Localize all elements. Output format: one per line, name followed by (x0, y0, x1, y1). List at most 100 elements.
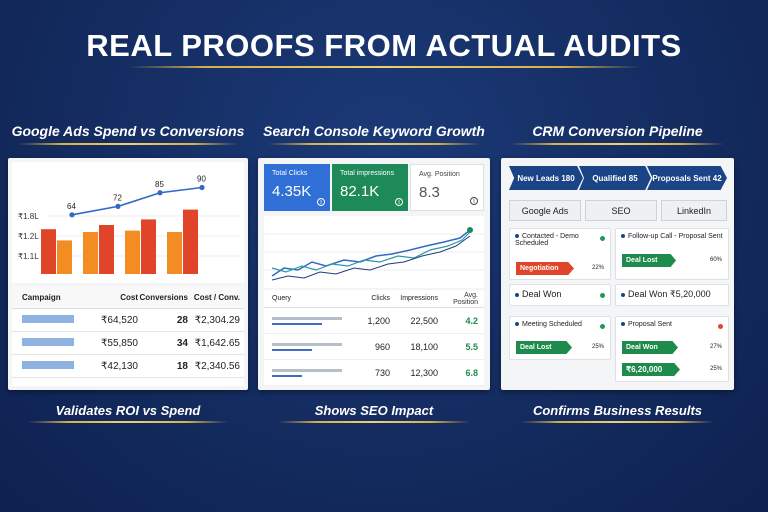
status-dot (621, 322, 625, 327)
col-clicks: Clicks (371, 295, 390, 302)
table-row: 730 12,300 6.8 (264, 360, 484, 386)
col-impressions: Impressions (400, 295, 438, 302)
kpi-label: Total Clicks (272, 170, 308, 177)
ads-chart: ₹1.8L ₹1.2L ₹1.1L 64 72 85 90 (12, 162, 244, 283)
campaign-placeholder (22, 337, 74, 346)
section-title-crm: CRM Conversion Pipeline (532, 123, 703, 139)
stage-proposals-sent[interactable]: Proposals Sent 42 (647, 166, 727, 190)
col-campaign: Campaign (22, 292, 61, 302)
status-red-dot (718, 324, 723, 329)
card-text: Deal Won ₹5,20,000 (628, 289, 711, 299)
col-avg-position: Avg. Position (453, 291, 478, 306)
kpi-value: 8.3 (419, 184, 440, 201)
cell-cpc: ₹2,304.29 (194, 314, 240, 326)
conversion-label: 64 (67, 202, 76, 211)
caption-ads: Validates ROI vs Spend (55, 403, 201, 418)
conversion-label: 72 (113, 193, 122, 202)
kpi-value: 4.35K (272, 183, 312, 200)
conversion-point (157, 190, 163, 196)
cell-clicks: 730 (374, 367, 390, 378)
status-dot (621, 234, 625, 239)
deal-card[interactable]: Follow-up Call - Proposal Sent Deal Lost… (615, 228, 729, 280)
bar-spend-a (167, 232, 182, 274)
tag-deal-won: Deal Won (622, 341, 678, 354)
cell-position: 4.2 (465, 315, 478, 326)
kpi-total-clicks: Total Clicks 4.35K i (264, 164, 330, 211)
y-tick-label: ₹1.2L (18, 232, 39, 241)
cell-cost: ₹42,130 (101, 360, 138, 372)
seo-table: Query Clicks Impressions Avg. Position 1… (264, 290, 484, 386)
bar-spend-b (57, 240, 72, 274)
card-text: Meeting Scheduled (522, 321, 582, 328)
bar-spend-a (83, 232, 98, 274)
campaign-placeholder (22, 314, 74, 323)
bar-spend-a (125, 230, 140, 274)
section-rule (268, 143, 480, 145)
source-google-ads[interactable]: Google Ads (509, 200, 581, 221)
title-underline (128, 66, 640, 68)
series-line-clicks (271, 229, 471, 277)
cell-impressions: 22,500 (410, 315, 438, 326)
deal-card[interactable]: Deal Won (509, 284, 611, 306)
endpoint-marker (467, 227, 473, 233)
ads-table: Campaign Cost Conversions Cost / Conv. ₹… (12, 286, 244, 386)
query-bar (272, 348, 312, 351)
status-dot (515, 322, 519, 327)
keyword-growth-svg (264, 227, 484, 281)
page-title: REAL PROOFS FROM ACTUAL AUDITS (86, 28, 682, 63)
query-placeholder (272, 368, 342, 372)
cell-conv: 18 (176, 360, 188, 372)
conversion-point (69, 212, 75, 218)
search-console-panel: Total Clicks 4.35K i Total impressions 8… (258, 158, 490, 390)
cell-clicks: 960 (374, 341, 390, 352)
conversion-point (199, 184, 205, 191)
tag-amount: ₹6,20,000 (622, 363, 680, 376)
table-row: 1,200 22,500 4.2 (264, 308, 484, 334)
tag-deal-lost: Deal Lost (516, 341, 572, 354)
series-line-impressions (271, 231, 471, 273)
status-green-dot (600, 324, 605, 329)
card-text: Follow-up Call - Proposal Sent (628, 233, 723, 240)
status-dot (515, 292, 519, 297)
bar-spend-b (183, 209, 198, 274)
cell-conv: 34 (176, 337, 188, 349)
table-row: ₹42,130 18 ₹2,340.56 (12, 355, 244, 378)
section-title-ads: Google Ads Spend vs Conversions (11, 123, 245, 139)
campaign-placeholder (22, 360, 74, 369)
section-rule (18, 143, 238, 145)
tag-deal-lost: Deal Lost (622, 254, 676, 267)
ads-chart-svg: ₹1.8L ₹1.2L ₹1.1L 64 72 85 90 (18, 175, 240, 274)
source-seo[interactable]: SEO (585, 200, 657, 221)
card-text: Contacted - Demo Scheduled (515, 233, 579, 247)
stage-new-leads[interactable]: New Leads 180 (509, 166, 583, 190)
deal-card[interactable]: Deal Won ₹5,20,000 (615, 284, 729, 306)
bar-spend-b (99, 225, 114, 274)
cell-clicks: 1,200 (367, 315, 390, 326)
caption-seo: Shows SEO Impact (314, 403, 434, 418)
deal-card[interactable]: Proposal Sent Deal Won 27% ₹6,20,000 25% (615, 316, 729, 382)
caption-crm: Confirms Business Results (532, 403, 703, 418)
table-header: Campaign Cost Conversions Cost / Conv. (12, 286, 244, 309)
card-pct: 27% (709, 344, 722, 350)
conversion-label: 85 (155, 180, 164, 189)
deal-card[interactable]: Meeting Scheduled Deal Lost 25% (509, 316, 611, 360)
section-title-seo: Search Console Keyword Growth (263, 123, 485, 139)
status-green-dot (600, 236, 605, 241)
deal-card[interactable]: Contacted - Demo Scheduled Negotiation 2… (509, 228, 611, 280)
source-linkedin[interactable]: LinkedIn (661, 200, 727, 221)
stage-qualified[interactable]: Qualified 85 (579, 166, 651, 190)
cell-conv: 28 (176, 314, 188, 326)
conversion-label: 90 (197, 175, 206, 184)
caption-rule (28, 421, 228, 423)
card-pct: 22% (591, 265, 604, 271)
status-dot (621, 292, 625, 297)
info-icon: i (470, 197, 478, 205)
cell-cost: ₹55,850 (101, 337, 138, 349)
caption-rule (278, 421, 470, 423)
col-cost: Cost (120, 292, 138, 302)
tag-negotiation: Negotiation (516, 262, 574, 275)
query-placeholder (272, 316, 342, 320)
col-cost-per-conv: Cost / Conv. (193, 292, 240, 302)
table-row: 960 18,100 5.5 (264, 334, 484, 360)
status-dot (515, 234, 519, 239)
